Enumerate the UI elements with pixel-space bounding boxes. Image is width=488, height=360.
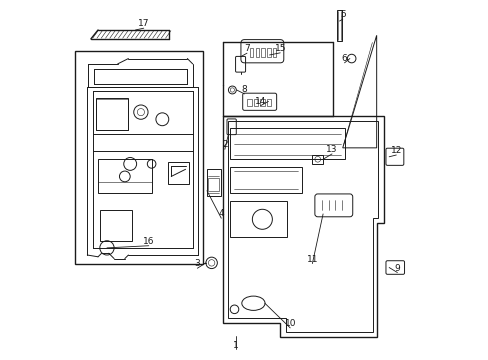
Text: 11: 11: [306, 255, 318, 264]
Bar: [206, 169, 221, 196]
Bar: [96, 98, 128, 130]
Bar: [167, 162, 189, 184]
Text: 16: 16: [142, 237, 154, 246]
Bar: [230, 202, 287, 237]
Bar: [100, 210, 132, 241]
Text: 3: 3: [194, 260, 200, 269]
Text: 10: 10: [284, 319, 295, 328]
Text: 1: 1: [232, 341, 238, 350]
Text: 17: 17: [138, 19, 149, 28]
Bar: [266, 48, 270, 57]
Bar: [272, 48, 276, 57]
Bar: [253, 99, 258, 107]
Bar: [98, 158, 151, 193]
Bar: [261, 48, 264, 57]
Text: 12: 12: [390, 146, 401, 155]
Text: 15: 15: [274, 44, 285, 53]
Text: 14: 14: [254, 97, 266, 106]
Bar: [75, 51, 203, 264]
Bar: [336, 10, 342, 41]
Text: 7: 7: [244, 44, 249, 53]
Bar: [207, 178, 218, 191]
Bar: [260, 99, 264, 107]
Bar: [312, 155, 323, 164]
Text: 5: 5: [339, 10, 345, 19]
Text: 2: 2: [222, 140, 227, 149]
Text: 9: 9: [394, 264, 400, 273]
Bar: [266, 99, 270, 107]
Bar: [230, 167, 301, 193]
Bar: [247, 99, 251, 107]
Bar: [255, 48, 259, 57]
Text: 13: 13: [325, 145, 337, 154]
Bar: [96, 99, 127, 130]
Text: 8: 8: [241, 85, 247, 94]
Bar: [230, 128, 344, 158]
Bar: [249, 48, 253, 57]
Text: 6: 6: [341, 54, 346, 63]
Text: 4: 4: [218, 210, 224, 219]
